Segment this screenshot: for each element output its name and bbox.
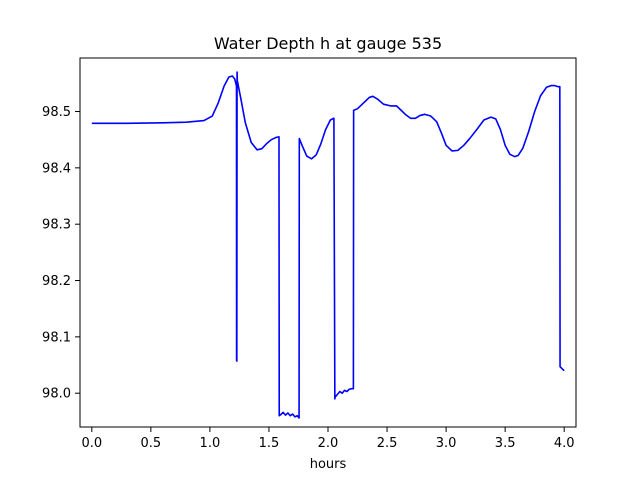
y-tick-label: 98.1 <box>42 330 71 345</box>
x-tick-label: 1.0 <box>200 436 221 451</box>
chart-title: Water Depth h at gauge 535 <box>214 34 442 53</box>
y-tick-label: 98.2 <box>42 274 71 289</box>
x-tick-label: 4.0 <box>554 436 575 451</box>
series-line-0 <box>91 71 565 419</box>
x-tick-label: 3.0 <box>436 436 457 451</box>
x-tick-label: 3.5 <box>495 436 516 451</box>
x-tick-label: 0.5 <box>141 436 162 451</box>
x-tick-label: 2.0 <box>318 436 339 451</box>
x-axis-label: hours <box>310 457 347 472</box>
x-tick-label: 0.0 <box>81 436 102 451</box>
x-tick-label: 1.5 <box>259 436 280 451</box>
x-axis-ticks: 0.0 0.5 1.0 1.5 2.0 2.5 3.0 3.5 4.0 <box>81 427 575 451</box>
y-tick-label: 98.4 <box>42 161 71 176</box>
x-tick-label: 2.5 <box>377 436 398 451</box>
series-layer <box>91 71 565 419</box>
y-tick-label: 98.0 <box>42 387 71 402</box>
y-tick-label: 98.3 <box>42 218 71 233</box>
y-axis-ticks: 98.0 98.1 98.2 98.3 98.4 98.5 <box>42 105 80 402</box>
y-tick-label: 98.5 <box>42 105 71 120</box>
